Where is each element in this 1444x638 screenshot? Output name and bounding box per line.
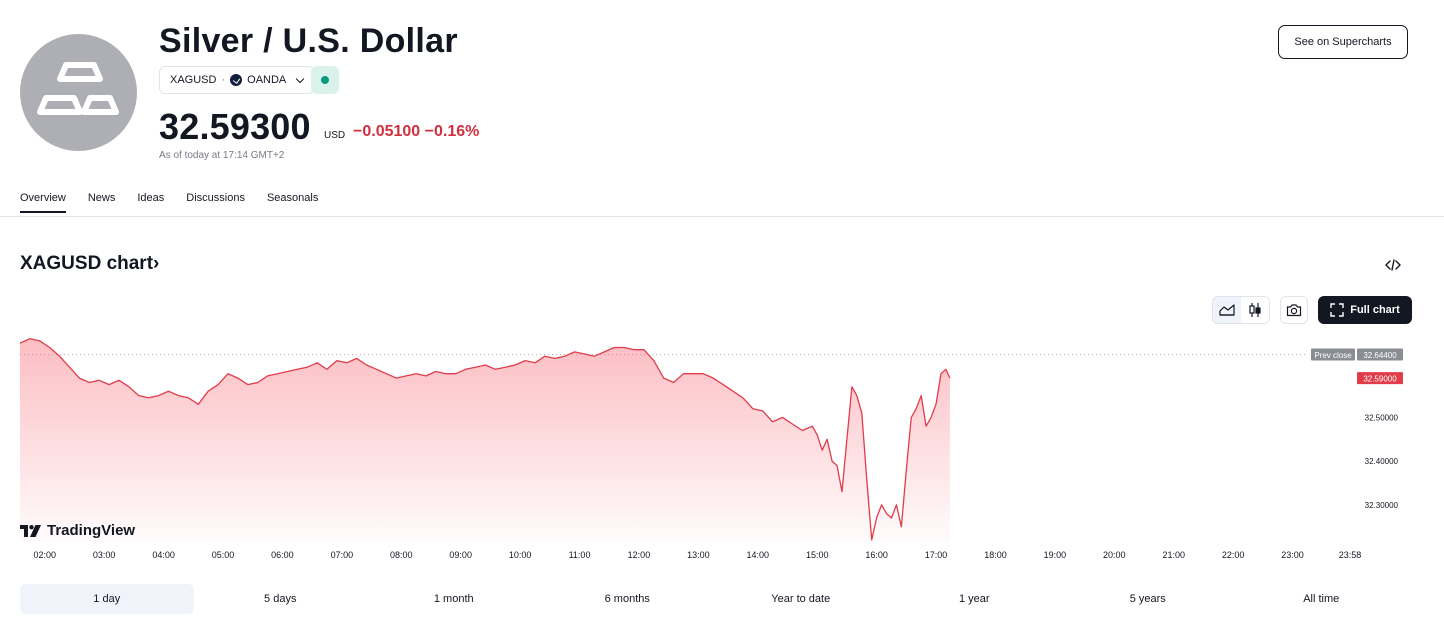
x-tick-label: 10:00 [509, 550, 532, 560]
range-1-day[interactable]: 1 day [20, 584, 194, 614]
price-timestamp: As of today at 17:14 GMT+2 [159, 150, 285, 161]
y-tick-label: 32.50000 [1365, 413, 1399, 422]
tab-overview[interactable]: Overview [20, 192, 66, 213]
price-change: −0.05100 −0.16% [353, 123, 479, 141]
fullscreen-icon [1330, 303, 1344, 317]
x-tick-label: 09:00 [449, 550, 472, 560]
x-tick-label: 20:00 [1103, 550, 1126, 560]
x-tick-label: 19:00 [1044, 550, 1067, 560]
tab-ideas[interactable]: Ideas [137, 192, 165, 204]
last-price-tag-bg [1357, 372, 1403, 385]
change-value: −0.05100 [353, 123, 421, 140]
x-tick-label: 15:00 [806, 550, 829, 560]
range-6-months[interactable]: 6 months [604, 593, 650, 605]
change-percent: −0.16% [424, 123, 480, 140]
candles-chart-button[interactable] [1241, 297, 1269, 323]
symbol-selector[interactable]: XAGUSD · OANDA [159, 66, 315, 94]
area-chart-icon [1219, 304, 1235, 316]
symbol-tabs: Overview News Ideas Discussions Seasonal… [20, 192, 340, 213]
x-tick-label: 22:00 [1222, 550, 1245, 560]
tabs-divider [0, 216, 1444, 217]
range-5-days[interactable]: 5 days [264, 593, 297, 605]
snapshot-button[interactable] [1280, 296, 1308, 324]
x-tick-label: 05:00 [212, 550, 235, 560]
tab-seasonals[interactable]: Seasonals [266, 192, 319, 204]
y-tick-label: 32.30000 [1365, 501, 1399, 510]
x-tick-label: 13:00 [687, 550, 710, 560]
chevron-right-icon: › [153, 253, 160, 274]
candles-icon [1249, 303, 1261, 317]
range-1-year[interactable]: 1 year [958, 593, 990, 605]
tab-news[interactable]: News [87, 192, 116, 204]
tab-discussions[interactable]: Discussions [186, 192, 245, 204]
x-tick-label: 06:00 [271, 550, 294, 560]
prev-close-value-bg [1357, 348, 1403, 361]
last-price-tag: 32.59000 [1363, 375, 1397, 384]
price-chart[interactable]: Prev close 32.64400 32.59000 32.50000 32.400… [0, 330, 1444, 570]
chart-title: XAGUSD chart [20, 253, 154, 274]
price-area-fill [20, 338, 950, 542]
market-open-icon [321, 76, 329, 84]
x-tick-label: 07:00 [331, 550, 354, 560]
chart-toolbar: Full chart [1212, 296, 1412, 324]
last-price: 32.59300 [159, 106, 311, 147]
embed-code-icon[interactable] [1383, 257, 1403, 273]
x-tick-label: 04:00 [152, 550, 175, 560]
x-tick-label: 18:00 [984, 550, 1007, 560]
x-tick-label: 23:58 [1339, 550, 1362, 560]
broker-logo-icon [230, 74, 243, 86]
area-chart-button[interactable] [1213, 297, 1241, 323]
broker-label: OANDA [247, 74, 287, 86]
tradingview-logo-icon [20, 524, 41, 537]
tradingview-brand-text: TradingView [47, 522, 136, 539]
page-title: Silver / U.S. Dollar [159, 22, 458, 60]
tradingview-logo: TradingView [20, 522, 135, 539]
prev-close-label-bg [1311, 348, 1355, 361]
x-tick-label: 17:00 [925, 550, 948, 560]
chart-title-link[interactable]: XAGUSD chart› [20, 253, 159, 275]
y-tick-label: 32.40000 [1365, 457, 1399, 466]
symbol-label: XAGUSD [170, 74, 217, 86]
symbol-separator: · [221, 74, 226, 86]
price-currency: USD [324, 130, 346, 141]
market-status-button[interactable] [311, 66, 339, 94]
camera-icon [1286, 304, 1302, 317]
x-tick-label: 12:00 [628, 550, 651, 560]
x-tick-label: 03:00 [93, 550, 116, 560]
prev-close-label: Prev close [1314, 351, 1352, 360]
x-tick-label: 08:00 [390, 550, 413, 560]
chart-style-toggle [1212, 296, 1270, 324]
range-selector: 1 day 5 days 1 month 6 months Year to da… [20, 584, 1408, 614]
full-chart-label: Full chart [1350, 304, 1400, 316]
silver-bars-icon [20, 34, 137, 151]
chevron-down-icon [296, 74, 305, 83]
x-tick-label: 11:00 [569, 550, 591, 560]
see-on-supercharts-button[interactable]: See on Supercharts [1278, 25, 1408, 59]
range-year-to-date[interactable]: Year to date [771, 593, 831, 605]
x-tick-label: 16:00 [865, 550, 888, 560]
x-tick-label: 02:00 [33, 550, 56, 560]
price-series-line [19, 338, 951, 541]
x-tick-label: 14:00 [747, 550, 770, 560]
range-5-years[interactable]: 5 years [1129, 593, 1166, 605]
symbol-header: Silver / U.S. Dollar XAGUSD · OANDA 32.5… [20, 22, 1408, 172]
range-1-month[interactable]: 1 month [433, 593, 474, 605]
x-tick-label: 21:00 [1162, 550, 1185, 560]
prev-close-value: 32.64400 [1363, 351, 1397, 360]
range-all-time[interactable]: All time [1303, 593, 1340, 605]
x-tick-label: 23:00 [1281, 550, 1304, 560]
full-chart-button[interactable]: Full chart [1318, 296, 1412, 324]
